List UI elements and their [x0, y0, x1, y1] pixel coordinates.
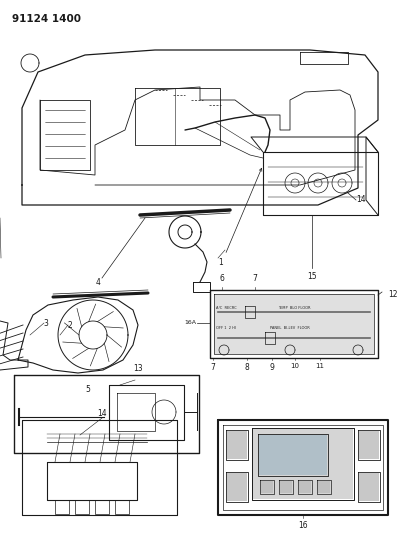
Text: 10: 10: [290, 363, 300, 369]
Text: 11: 11: [316, 363, 324, 369]
Bar: [227, 431, 247, 459]
Text: A/C  RECRC: A/C RECRC: [216, 306, 237, 310]
Text: 12: 12: [388, 290, 397, 299]
Text: 3: 3: [43, 319, 48, 328]
Text: 13: 13: [133, 364, 143, 373]
Bar: [280, 481, 292, 493]
Bar: [259, 435, 327, 475]
Text: 16A: 16A: [184, 320, 196, 326]
Text: 8: 8: [245, 363, 249, 372]
Bar: [359, 473, 379, 501]
Text: PANEL  BI-LEV  FLOOR: PANEL BI-LEV FLOOR: [270, 326, 310, 330]
Text: 1: 1: [218, 258, 223, 267]
Bar: [359, 431, 379, 459]
Text: 6: 6: [219, 274, 224, 283]
Text: TEMP  BLO FLOOR: TEMP BLO FLOOR: [278, 306, 310, 310]
Text: 7: 7: [211, 363, 215, 372]
Text: OFF 1  2 HI: OFF 1 2 HI: [216, 326, 236, 330]
Text: 14: 14: [356, 196, 365, 205]
Text: 16: 16: [298, 521, 308, 530]
Text: 4: 4: [95, 278, 100, 287]
Bar: [299, 481, 311, 493]
Bar: [227, 473, 247, 501]
Text: 2: 2: [67, 321, 72, 330]
Text: 9: 9: [270, 363, 275, 372]
Text: 7: 7: [253, 274, 257, 283]
Text: 14: 14: [97, 409, 107, 418]
Bar: [318, 481, 330, 493]
Text: 5: 5: [85, 385, 91, 394]
Text: 91124 1400: 91124 1400: [12, 14, 81, 24]
Bar: [261, 481, 273, 493]
Text: 15: 15: [307, 272, 317, 281]
Bar: [253, 429, 353, 499]
Bar: [214, 294, 374, 354]
